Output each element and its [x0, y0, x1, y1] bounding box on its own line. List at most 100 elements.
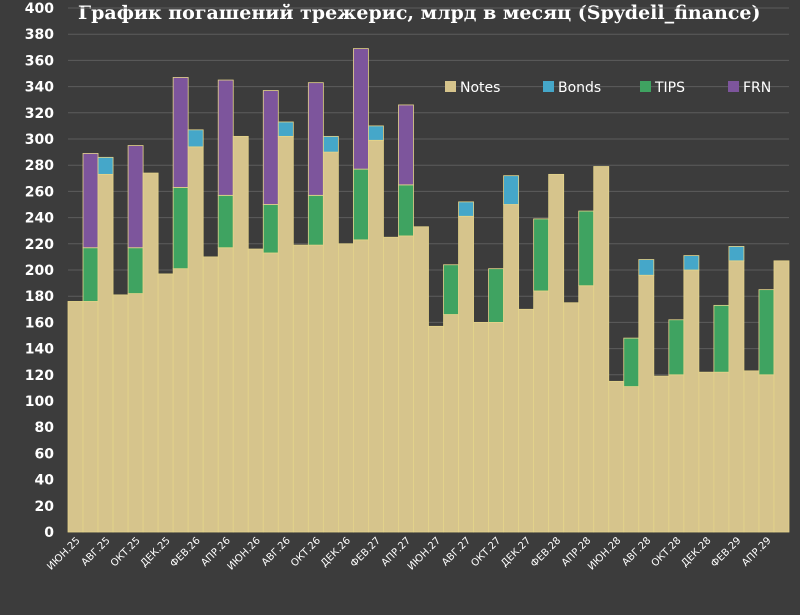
bar-notes — [683, 269, 700, 533]
bar-frn — [307, 82, 324, 196]
bar-notes — [488, 321, 505, 533]
bar-notes — [232, 135, 249, 533]
bar-tips — [533, 218, 550, 292]
bar-tips — [713, 304, 730, 373]
bar-notes — [698, 371, 715, 533]
bar-notes — [398, 235, 414, 533]
y-tick-label: 280 — [25, 158, 54, 174]
bar-tips — [172, 187, 189, 270]
x-tick-label: ДЕК.27 — [499, 535, 533, 569]
bar-notes — [563, 302, 580, 533]
bar-tips — [623, 337, 640, 387]
y-tick-label: 360 — [25, 53, 54, 69]
bar-bonds — [97, 156, 114, 175]
bar-notes — [758, 374, 775, 533]
bar-notes — [352, 239, 369, 533]
x-tick-label: ФЕВ.28 — [529, 535, 563, 569]
bar-notes — [337, 243, 354, 533]
bar-tips — [82, 247, 99, 302]
bar-notes — [713, 371, 730, 533]
bar-bonds — [728, 246, 745, 262]
bar-notes — [533, 290, 550, 533]
bar-notes — [728, 260, 745, 533]
bar-notes — [262, 252, 279, 533]
bar-notes — [638, 274, 655, 533]
bar-notes — [322, 151, 339, 533]
y-tick-label: 200 — [25, 263, 54, 279]
bar-tips — [758, 289, 775, 376]
y-tick-label: 180 — [25, 289, 54, 305]
x-tick-label: АВГ.25 — [80, 535, 113, 568]
bar-tips — [127, 247, 144, 294]
bar-notes — [368, 139, 384, 533]
bar-notes — [217, 247, 234, 533]
bar-frn — [172, 77, 189, 188]
bar-notes — [578, 285, 595, 533]
x-tick-label: ФЕВ.27 — [349, 535, 383, 569]
y-tick-label: 320 — [25, 106, 54, 122]
bar-bonds — [322, 135, 339, 153]
bar-frn — [82, 153, 99, 249]
legend-swatch-bonds — [543, 81, 554, 92]
bar-notes — [277, 135, 294, 533]
bar-notes — [413, 226, 429, 533]
x-tick-label: ДЕК.28 — [679, 535, 713, 569]
bar-tips — [352, 168, 369, 241]
bar-tips — [307, 194, 324, 246]
x-tick-label: ОКТ.28 — [650, 535, 684, 569]
x-tick-label: ОКТ.27 — [469, 535, 503, 569]
bar-notes — [383, 236, 399, 533]
bar-notes — [473, 321, 489, 533]
bar-tips — [262, 204, 279, 254]
legend-swatch-notes — [445, 81, 456, 92]
x-tick-label: ДЕК.25 — [139, 535, 173, 569]
bar-notes — [593, 166, 610, 533]
legend-swatch-frn — [728, 81, 739, 92]
y-tick-label: 100 — [25, 394, 54, 410]
legend-label-notes: Notes — [460, 80, 500, 96]
bar-notes — [82, 301, 99, 533]
bar-notes — [503, 204, 520, 533]
x-tick-label: АВГ.27 — [440, 535, 473, 568]
bar-frn — [352, 48, 369, 170]
legend-label-frn: FRN — [743, 80, 771, 96]
bar-tips — [398, 184, 414, 237]
legend-swatch-tips — [640, 81, 651, 92]
bar-frn — [127, 145, 144, 249]
y-tick-label: 300 — [25, 132, 54, 148]
y-tick-label: 340 — [25, 80, 54, 96]
y-tick-label: 220 — [25, 237, 54, 253]
y-tick-label: 260 — [25, 184, 54, 200]
bar-bonds — [638, 259, 655, 276]
y-tick-label: 240 — [25, 211, 54, 227]
legend-label-tips: TIPS — [654, 80, 685, 96]
bar-tips — [578, 210, 595, 287]
y-tick-label: 160 — [25, 315, 54, 331]
bar-bonds — [683, 255, 700, 271]
bar-notes — [623, 386, 640, 533]
bar-notes — [112, 294, 129, 533]
bar-notes — [307, 244, 324, 533]
bar-notes — [743, 370, 760, 533]
y-tick-label: 80 — [35, 420, 55, 436]
y-tick-label: 20 — [35, 499, 55, 515]
bar-notes — [127, 293, 144, 533]
bar-notes — [518, 308, 535, 533]
bar-notes — [668, 374, 685, 533]
bar-notes — [428, 325, 444, 533]
bar-bonds — [503, 175, 520, 205]
bar-tips — [488, 268, 505, 323]
x-tick-label: ИЮН.27 — [406, 535, 443, 572]
y-tick-label: 400 — [25, 1, 54, 17]
bar-frn — [262, 90, 279, 205]
x-tick-label: ОКТ.25 — [109, 535, 143, 569]
bar-notes — [548, 173, 565, 533]
bar-notes — [608, 380, 625, 533]
bar-tips — [668, 319, 685, 376]
bar-tips — [443, 264, 459, 315]
x-tick-label: ОКТ.26 — [289, 535, 323, 569]
x-tick-label: АВГ.28 — [620, 535, 653, 568]
bar-notes — [458, 215, 474, 533]
